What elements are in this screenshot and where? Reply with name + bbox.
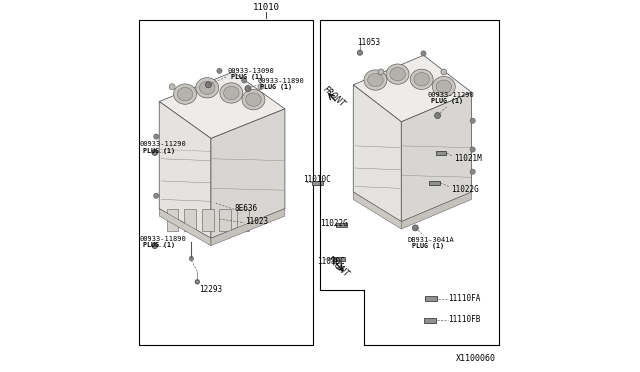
Circle shape [470,169,476,174]
Circle shape [195,280,200,284]
Polygon shape [436,151,447,155]
Text: 11110FB: 11110FB [448,315,481,324]
Text: DB931-3041A: DB931-3041A [408,237,455,243]
Text: PLUG (1): PLUG (1) [260,84,292,90]
Polygon shape [202,209,214,231]
Ellipse shape [177,87,193,101]
Circle shape [242,78,247,83]
Polygon shape [211,109,285,238]
Text: FRONT: FRONT [325,255,351,279]
Polygon shape [211,209,285,246]
Polygon shape [159,72,285,138]
Ellipse shape [242,89,265,110]
Circle shape [245,86,251,92]
Text: 11110FA: 11110FA [448,294,481,302]
Text: 00933-11890: 00933-11890 [140,236,187,242]
Circle shape [152,150,157,155]
Circle shape [217,68,222,73]
Ellipse shape [390,67,405,81]
Ellipse shape [223,86,239,100]
Text: PLUG (1): PLUG (1) [143,242,175,248]
Polygon shape [237,209,249,231]
Ellipse shape [246,93,261,106]
Circle shape [205,82,211,88]
Circle shape [154,134,159,139]
Text: 8E636: 8E636 [235,204,258,213]
Polygon shape [424,318,436,323]
Ellipse shape [433,77,455,97]
Circle shape [152,243,157,248]
Ellipse shape [220,83,243,103]
Text: PLUG (1): PLUG (1) [412,243,444,249]
Text: PLUG (1): PLUG (1) [143,148,175,154]
Circle shape [378,69,384,75]
Polygon shape [220,209,231,231]
Circle shape [189,256,193,261]
Ellipse shape [436,80,452,93]
Polygon shape [333,257,345,261]
Ellipse shape [410,69,433,89]
Polygon shape [353,192,401,229]
Circle shape [412,225,419,231]
Bar [139,20,312,346]
Ellipse shape [386,64,409,84]
Circle shape [258,84,264,90]
Polygon shape [159,209,211,246]
Text: 11010C: 11010C [317,257,345,266]
Ellipse shape [414,73,429,86]
Circle shape [470,118,476,123]
Text: PLUG (1): PLUG (1) [230,74,262,80]
Polygon shape [159,102,211,238]
Text: 00933-11290: 00933-11290 [140,141,187,147]
Text: 11022G: 11022G [320,219,348,228]
Text: 11021M: 11021M [454,154,481,163]
Text: 11053: 11053 [357,38,380,47]
Circle shape [470,147,476,152]
Text: 00933-11290: 00933-11290 [428,92,475,98]
Ellipse shape [368,73,383,87]
Polygon shape [429,180,440,185]
Polygon shape [336,223,347,227]
Text: FRONT: FRONT [321,85,346,109]
Ellipse shape [200,81,215,94]
Polygon shape [353,55,472,122]
Polygon shape [401,92,472,222]
Polygon shape [353,85,401,222]
Text: 11023: 11023 [245,217,268,226]
Ellipse shape [173,84,196,104]
Text: 12293: 12293 [199,285,222,294]
Polygon shape [184,209,196,231]
Circle shape [357,50,362,55]
Circle shape [435,113,440,118]
Polygon shape [166,209,179,231]
Ellipse shape [364,70,387,90]
Ellipse shape [196,78,219,98]
Polygon shape [401,192,472,229]
Text: 11010C: 11010C [303,174,330,184]
Polygon shape [424,296,437,301]
Circle shape [154,193,159,198]
Text: 00933-11890: 00933-11890 [257,78,304,84]
Text: X1100060: X1100060 [456,354,495,363]
Text: 00933-13090: 00933-13090 [228,68,275,74]
Text: 11010: 11010 [253,3,280,12]
Circle shape [169,84,175,90]
Circle shape [441,69,447,75]
Text: 11022G: 11022G [451,185,479,194]
Text: PLUG (1): PLUG (1) [431,98,463,104]
Circle shape [421,51,426,56]
Polygon shape [312,181,323,185]
